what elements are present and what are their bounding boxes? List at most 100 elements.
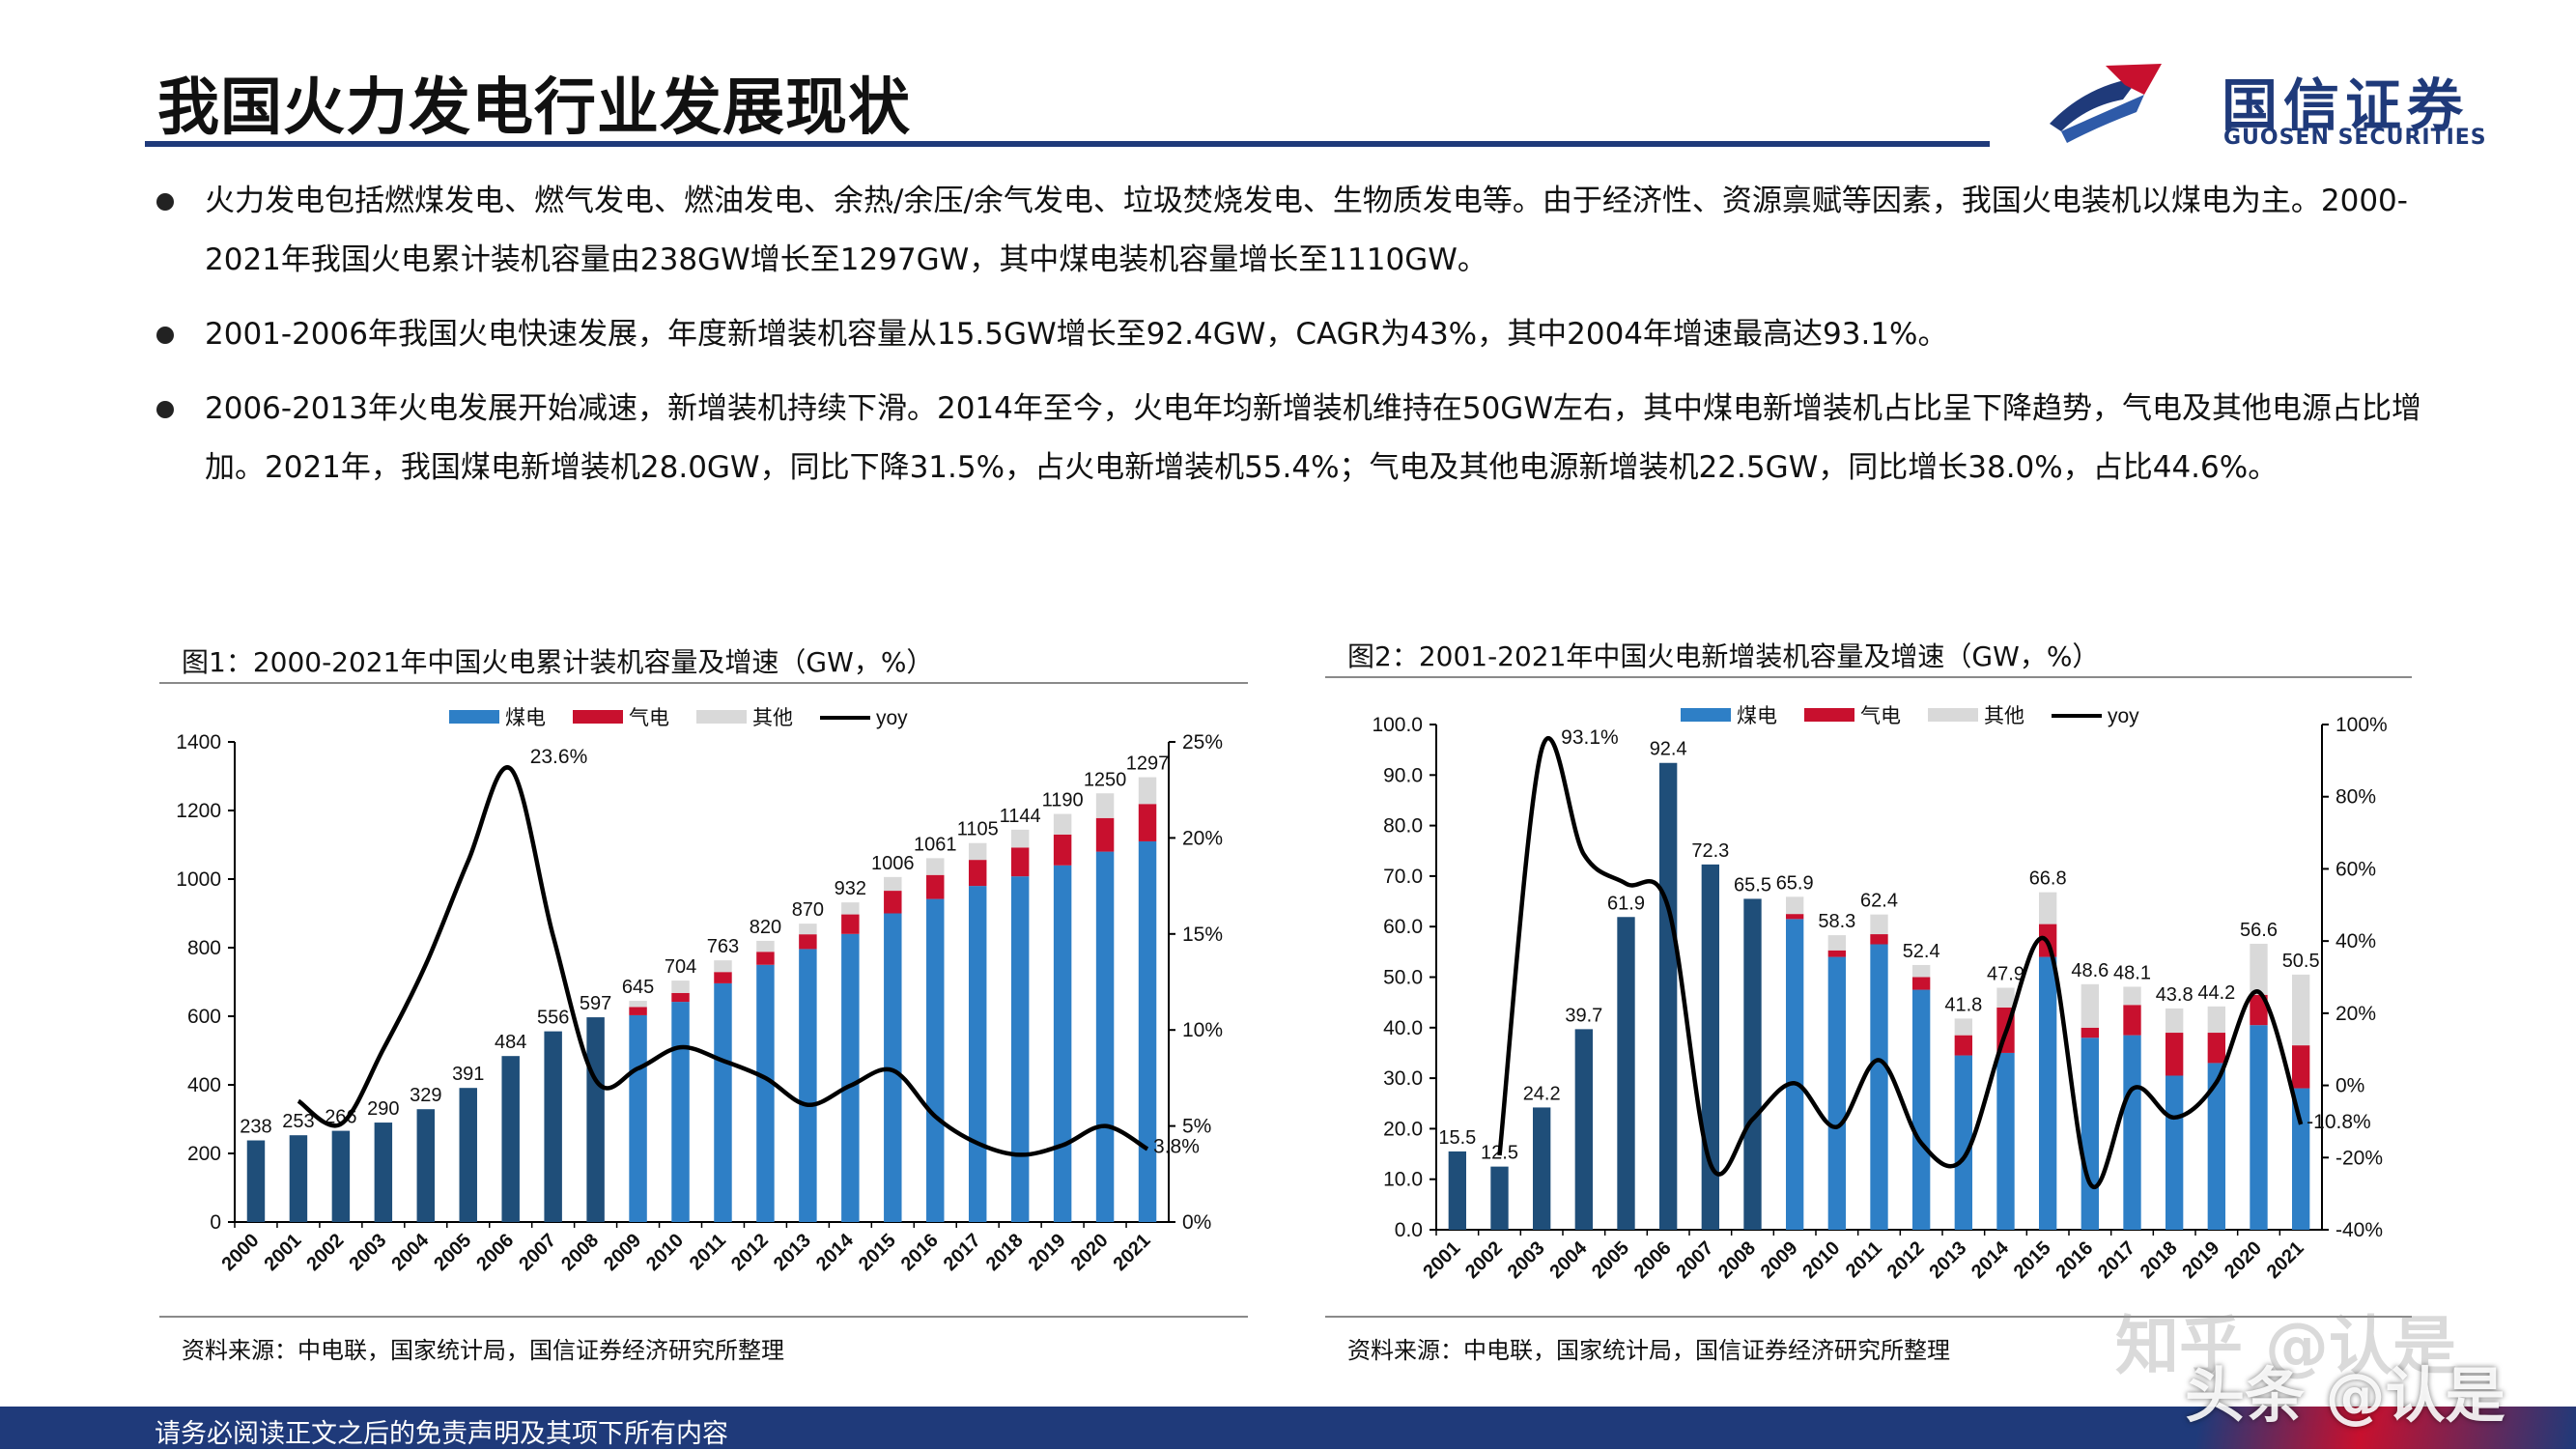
bar-segment-其他 <box>629 1001 647 1008</box>
x-tick-label: 2003 <box>1504 1237 1549 1283</box>
bullet-list: 火力发电包括燃煤发电、燃气发电、燃油发电、余热/余压/余气发电、垃圾焚烧发电、生… <box>155 172 2473 513</box>
x-tick-label: 2021 <box>1110 1230 1155 1275</box>
bar-segment-气电 <box>884 891 902 914</box>
bar-segment-煤电 <box>1954 1055 1973 1230</box>
fig2-bottom-rule <box>1325 1316 2412 1318</box>
bar-segment-其他 <box>1053 813 1072 835</box>
bar-total-label: 1190 <box>1042 790 1084 811</box>
fig1-source: 资料来源：中电联，国家统计局，国信证券经济研究所整理 <box>182 1337 784 1364</box>
y-tick-label-left: 200 <box>187 1143 221 1165</box>
y-tick-label-right: 15% <box>1182 924 1223 946</box>
fig1-bottom-rule <box>159 1316 1248 1318</box>
x-tick-label: 2009 <box>1757 1237 1802 1283</box>
bar-segment-煤电 <box>246 1140 266 1222</box>
x-tick-label: 2001 <box>1419 1237 1464 1283</box>
y-tick-label-right: 100% <box>2335 714 2388 736</box>
bar-segment-其他 <box>1954 1018 1973 1036</box>
bar-segment-煤电 <box>1743 898 1762 1230</box>
y-tick-label-right: 5% <box>1182 1116 1211 1138</box>
bar-segment-煤电 <box>1490 1166 1509 1230</box>
bar-segment-气电 <box>1954 1035 1973 1056</box>
x-tick-label: 2020 <box>2221 1237 2266 1283</box>
bullet-text: 2001-2006年我国火电快速发展，年度新增装机容量从15.5GW增长至92.… <box>205 317 1948 352</box>
bar-segment-气电 <box>1785 914 1804 920</box>
page-title: 我国火力发电行业发展现状 <box>157 72 911 144</box>
yoy-line <box>1497 736 2304 1189</box>
bar-segment-其他 <box>756 940 775 952</box>
bar-segment-其他 <box>1785 896 1804 915</box>
bar-total-label: 266 <box>325 1107 356 1128</box>
x-tick-label: 2011 <box>686 1230 730 1274</box>
bar-segment-煤电 <box>2207 1063 2226 1230</box>
bar-total-label: 47.9 <box>1987 963 2024 984</box>
bar-segment-煤电 <box>374 1123 393 1222</box>
bar-segment-煤电 <box>1658 762 1678 1230</box>
legend-swatch-其他 <box>696 710 747 724</box>
bar-segment-煤电 <box>2038 956 2057 1230</box>
bullet-item: 2001-2006年我国火电快速发展，年度新增装机容量从15.5GW增长至92.… <box>155 305 2473 364</box>
bar-segment-气电 <box>714 972 732 983</box>
bar-total-label: 1297 <box>1126 753 1170 775</box>
x-tick-label: 2017 <box>940 1230 985 1275</box>
y-tick-label-left: 10.0 <box>1383 1169 1423 1191</box>
x-tick-label: 2016 <box>897 1230 943 1275</box>
y-tick-label-left: 60.0 <box>1383 916 1423 938</box>
bar-segment-煤电 <box>2081 1038 2100 1230</box>
fig2-source: 资料来源：中电联，国家统计局，国信证券经济研究所整理 <box>1347 1337 1950 1364</box>
legend-label: 气电 <box>1860 705 1901 727</box>
bar-segment-煤电 <box>799 949 817 1222</box>
bar-segment-其他 <box>2207 1006 2226 1034</box>
bar-segment-气电 <box>756 952 775 965</box>
y-tick-label-left: 20.0 <box>1383 1118 1423 1140</box>
bar-total-label: 290 <box>367 1098 399 1120</box>
x-tick-label: 2009 <box>600 1230 645 1275</box>
bar-segment-煤电 <box>2250 1025 2268 1230</box>
bar-segment-其他 <box>1996 987 2015 1008</box>
y-tick-label-right: 10% <box>1182 1019 1223 1041</box>
bar-segment-其他 <box>714 960 732 973</box>
bar-segment-气电 <box>2250 994 2268 1026</box>
y-tick-label-left: 0.0 <box>1395 1219 1423 1241</box>
bar-segment-气电 <box>841 914 860 934</box>
y-tick-label-right: -20% <box>2335 1147 2383 1169</box>
y-tick-label-left: 1200 <box>176 800 221 822</box>
logo-english-name: GUOSEN SECURITIES <box>2223 126 2487 150</box>
legend-label: 煤电 <box>505 707 546 729</box>
x-tick-label: 2017 <box>2094 1237 2139 1283</box>
bar-segment-煤电 <box>2291 1088 2310 1230</box>
legend-label: 其他 <box>752 707 793 729</box>
bar-total-label: 43.8 <box>2156 984 2194 1006</box>
bar-total-label: 1006 <box>871 853 915 874</box>
x-tick-label: 2010 <box>1798 1237 1844 1283</box>
bar-segment-煤电 <box>1095 851 1115 1222</box>
bar-segment-气电 <box>1138 804 1157 841</box>
legend-swatch-煤电 <box>449 710 499 724</box>
bar-total-label: 24.2 <box>1523 1083 1561 1104</box>
x-tick-label: 2019 <box>1025 1230 1070 1275</box>
legend-label: 气电 <box>629 707 669 729</box>
x-tick-label: 2006 <box>1630 1237 1676 1283</box>
bar-total-label: 72.3 <box>1691 840 1729 862</box>
y-tick-label-left: 0 <box>210 1211 221 1234</box>
x-tick-label: 2015 <box>855 1230 900 1275</box>
bar-total-label: 62.4 <box>1860 891 1898 912</box>
yoy-annotation: 3.8% <box>1153 1135 1200 1157</box>
y-tick-label-left: 600 <box>187 1006 221 1028</box>
bar-total-label: 253 <box>282 1111 314 1132</box>
bar-total-label: 48.6 <box>2071 960 2109 981</box>
y-tick-label-right: 60% <box>2335 858 2376 880</box>
x-tick-label: 2005 <box>1588 1237 1633 1283</box>
x-tick-label: 2003 <box>345 1230 390 1275</box>
legend-label: yoy <box>876 707 908 729</box>
y-tick-label-left: 40.0 <box>1383 1017 1423 1039</box>
bar-segment-其他 <box>671 981 690 993</box>
bar-segment-煤电 <box>1138 840 1157 1222</box>
bar-total-label: 763 <box>707 936 739 957</box>
x-tick-label: 2015 <box>2010 1237 2055 1283</box>
x-tick-label: 2000 <box>217 1230 263 1275</box>
bar-segment-煤电 <box>1010 876 1030 1222</box>
bar-total-label: 65.9 <box>1776 872 1814 894</box>
legend-label: 煤电 <box>1737 705 1777 727</box>
footer-accent <box>2038 1407 2576 1449</box>
bar-segment-煤电 <box>416 1109 436 1222</box>
